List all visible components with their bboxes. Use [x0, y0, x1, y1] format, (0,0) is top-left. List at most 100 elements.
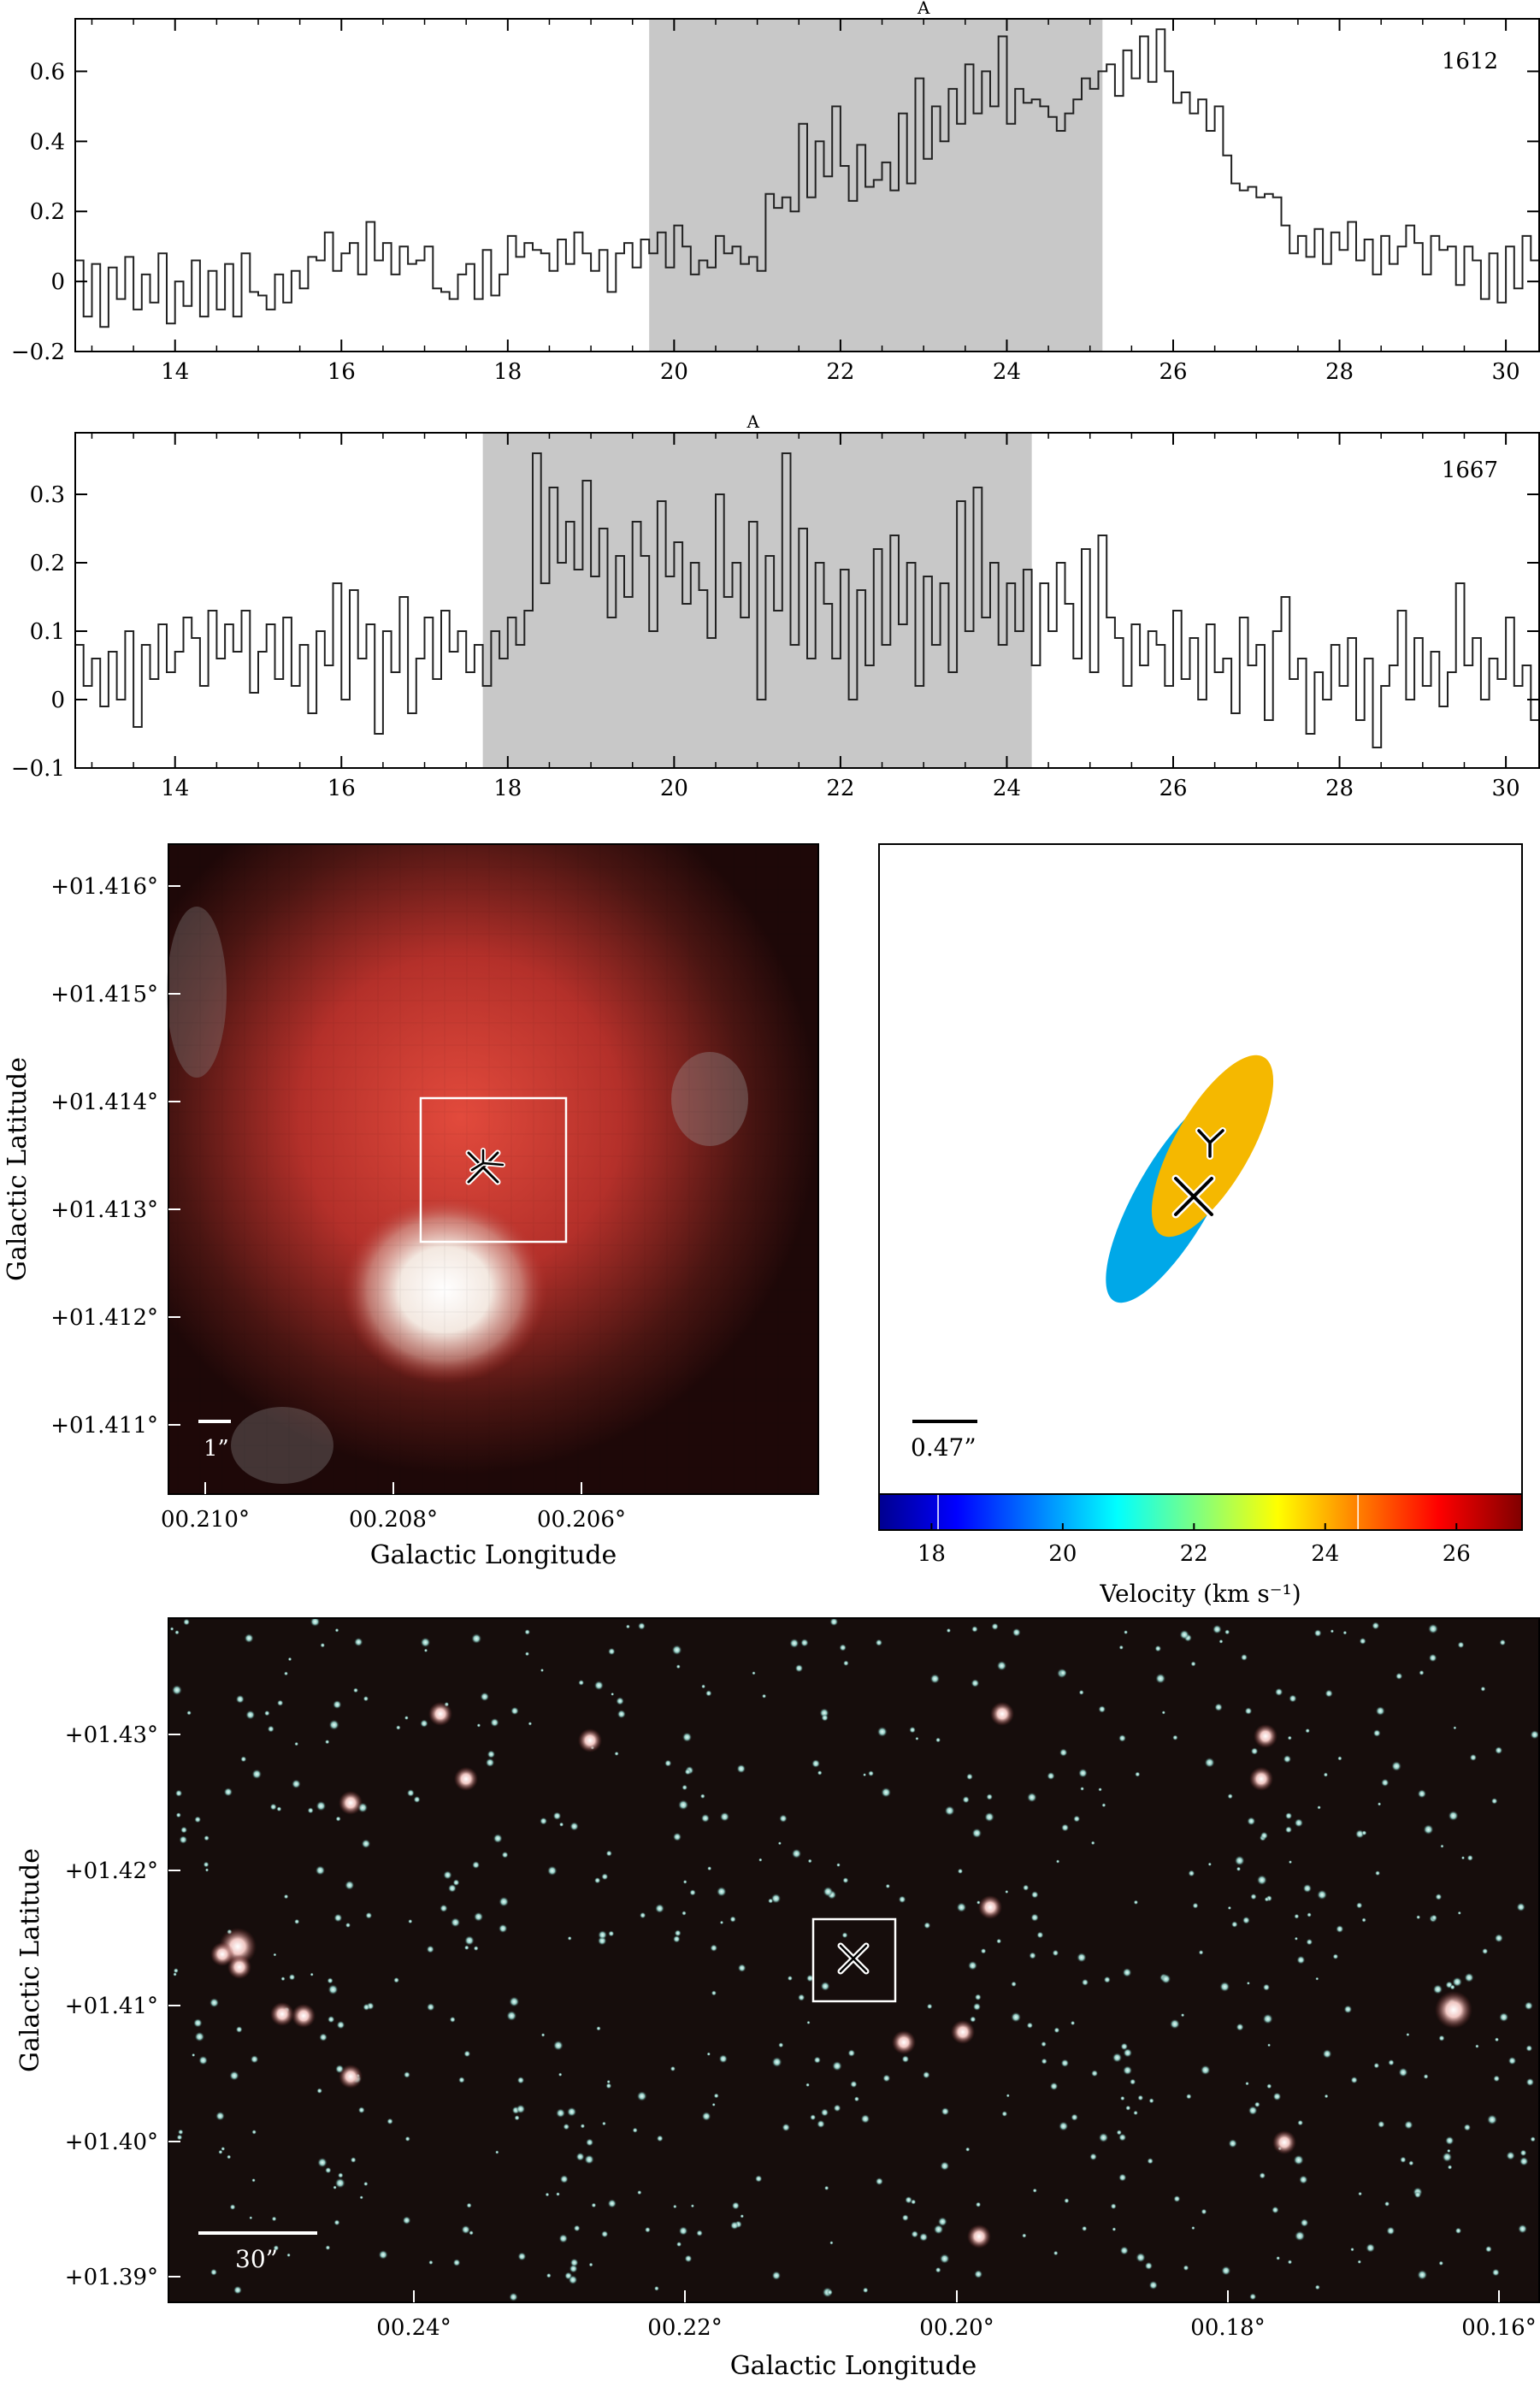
star	[1378, 2120, 1385, 2129]
star	[1118, 1645, 1124, 1651]
star	[1123, 2065, 1132, 2076]
star	[1494, 2037, 1500, 2042]
star	[443, 1870, 452, 1880]
star	[1487, 2114, 1497, 2125]
region-box	[419, 1096, 568, 1244]
star	[975, 2201, 982, 2207]
star	[452, 1879, 460, 1887]
star	[404, 2136, 410, 2142]
star	[1254, 2101, 1260, 2108]
star	[528, 1722, 533, 1726]
star	[594, 1877, 601, 1884]
star	[280, 1976, 286, 1982]
star	[824, 2185, 829, 2191]
zoom-image-panel: 1” 00.210° 00.208° 00.206° +01.416° +01.415…	[3, 843, 819, 1570]
colorbar-tick-label: 20	[1048, 1541, 1077, 1567]
star	[946, 1628, 952, 1634]
star	[244, 1634, 254, 1643]
star	[567, 1935, 572, 1941]
star	[325, 2166, 332, 2174]
x-tick-label: 28	[1325, 359, 1354, 385]
star	[736, 1764, 746, 1774]
star	[676, 1664, 681, 1669]
star	[1305, 1728, 1310, 1734]
star	[1361, 1917, 1366, 1923]
star	[1090, 1840, 1095, 1846]
star	[198, 2055, 208, 2065]
star	[664, 1759, 672, 1767]
star	[336, 2020, 345, 2029]
star	[365, 1911, 373, 1919]
x-tick-label: 00.24°	[376, 2315, 451, 2341]
star	[940, 2254, 950, 2264]
star	[361, 1839, 371, 1849]
star	[1080, 1787, 1084, 1791]
star	[881, 1787, 891, 1798]
star	[984, 1811, 994, 1823]
star	[1052, 1949, 1059, 1957]
star	[1250, 1894, 1257, 1900]
star	[320, 1642, 326, 1648]
star	[235, 1694, 245, 1704]
bright-star	[578, 1728, 602, 1752]
star	[730, 2221, 739, 2230]
star	[509, 2292, 518, 2301]
y-tick-label: +01.415°	[50, 982, 158, 1007]
star	[800, 1639, 809, 1647]
star	[1499, 2012, 1509, 2023]
star	[1161, 1974, 1171, 1984]
star	[1480, 1686, 1486, 1692]
star	[175, 1789, 183, 1797]
star	[935, 2266, 941, 2273]
star	[286, 2253, 291, 2258]
star	[1098, 2132, 1109, 2142]
star	[791, 1848, 802, 1858]
star	[798, 1994, 805, 2001]
star	[1296, 1955, 1306, 1964]
star	[974, 1994, 982, 2001]
star	[517, 2252, 527, 2261]
star	[839, 1644, 847, 1651]
star	[1299, 2175, 1308, 2184]
star	[940, 2161, 950, 2171]
star	[333, 1700, 342, 1710]
star	[310, 1616, 321, 1627]
star	[1022, 2233, 1027, 2238]
star	[473, 1946, 479, 1952]
star	[499, 1896, 509, 1907]
star	[898, 1895, 906, 1904]
star	[1322, 2049, 1332, 2059]
star	[1294, 1818, 1303, 1828]
star	[547, 1865, 558, 1876]
star	[1248, 2106, 1258, 2115]
star	[284, 1671, 288, 1676]
star	[1350, 2077, 1358, 2084]
star	[334, 1628, 339, 1633]
star	[586, 2138, 594, 2147]
colorbar-tick-label: 26	[1443, 1541, 1471, 1567]
star	[645, 2226, 651, 2233]
y-tick-label: −0.1	[11, 756, 65, 782]
x-tick-label: 16	[327, 776, 356, 801]
star	[684, 1769, 691, 1775]
maser-position-marker	[837, 1942, 870, 1975]
star	[567, 2106, 577, 2117]
y-tick-label: 0.2	[30, 551, 65, 576]
star	[1297, 2119, 1304, 2126]
colorbar-tick-label: 22	[1180, 1541, 1208, 1567]
star	[1116, 2130, 1123, 2136]
x-tick-label: 30	[1492, 359, 1520, 385]
star	[1192, 1902, 1199, 1909]
star	[608, 1647, 616, 1656]
star	[1449, 1984, 1455, 1990]
star	[1428, 1653, 1437, 1663]
star	[923, 2071, 930, 2079]
star	[1183, 2265, 1189, 2272]
x-tick-label: 28	[1325, 776, 1354, 801]
y-tick-label: 0	[50, 688, 65, 713]
star	[333, 1913, 343, 1923]
star	[1148, 2280, 1158, 2290]
bright-star	[1249, 1767, 1273, 1791]
star	[718, 2054, 728, 2064]
